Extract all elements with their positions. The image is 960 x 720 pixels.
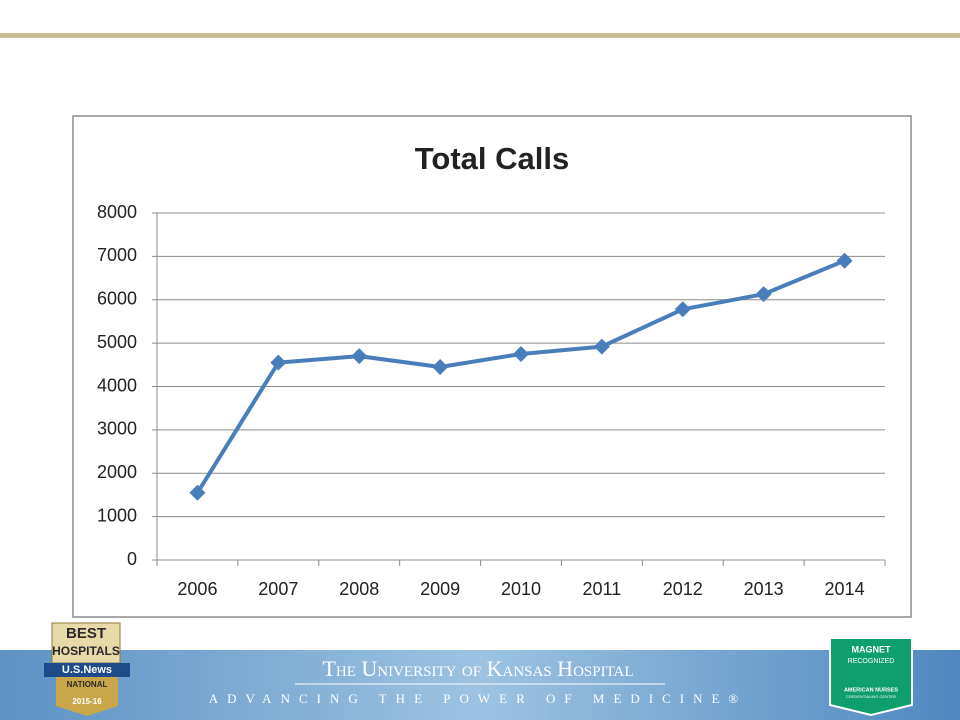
x-tick-label: 2009 [420, 579, 460, 599]
y-tick-label: 3000 [97, 419, 137, 439]
x-tick-label: 2012 [663, 579, 703, 599]
badge-text: BEST [66, 625, 106, 642]
badge-shield [56, 677, 118, 716]
badge-right: MAGNET RECOGNIZED AMERICAN NURSES CREDEN… [829, 637, 913, 717]
x-tick-label: 2013 [744, 579, 784, 599]
badge-text: MAGNET [852, 644, 891, 654]
footer-title: The University of Kansas Hospital [322, 656, 633, 681]
badge-ribbon [44, 663, 130, 677]
y-tick-label: 7000 [97, 245, 137, 265]
marker [593, 338, 610, 355]
y-tick-label: 5000 [97, 332, 137, 352]
x-tick-label: 2010 [501, 579, 541, 599]
y-tick-label: 8000 [97, 202, 137, 222]
marker [270, 354, 287, 371]
top-rule [0, 33, 960, 38]
magnet-shield [829, 637, 913, 717]
marker [836, 252, 853, 269]
footer-band [0, 650, 960, 720]
y-tick-label: 6000 [97, 289, 137, 309]
badge-text: U.S.News [62, 664, 112, 676]
x-tick-label: 2014 [825, 579, 865, 599]
chart-frame [72, 115, 912, 618]
marker [351, 348, 368, 365]
footer-tagline: ADVANCING THE POWER OF MEDICINE® [209, 691, 748, 706]
chart: 0 1000 2000 3000 4000 5000 6000 7000 8000 2006 200… [97, 202, 886, 599]
badge-text: NATIONAL [67, 680, 108, 689]
badge-left: BEST HOSPITALS U.S.News NATIONAL 2015-16 [44, 622, 130, 716]
marker [432, 358, 449, 375]
badge-text: AMERICAN NURSES [844, 687, 898, 693]
badge-text: RECOGNIZED [848, 658, 895, 665]
marker [513, 345, 529, 362]
badge-text: 2015-16 [72, 697, 102, 706]
marker [189, 484, 206, 501]
x-tick-label: 2007 [258, 579, 298, 599]
badge-text: CREDENTIALING CENTER [846, 694, 896, 699]
y-tick-label: 2000 [97, 462, 137, 482]
chart-title: Total Calls [415, 141, 569, 176]
marker [755, 286, 772, 303]
x-tick-label: 2011 [583, 579, 622, 599]
y-tick-label: 4000 [97, 375, 137, 395]
badge-top [51, 622, 121, 664]
x-tick-label: 2008 [339, 579, 379, 599]
x-tick-label: 2006 [177, 579, 217, 599]
y-tick-label: 1000 [97, 505, 137, 525]
y-tick-label: 0 [127, 549, 137, 569]
badge-text: HOSPITALS [52, 644, 120, 658]
marker [674, 301, 691, 318]
